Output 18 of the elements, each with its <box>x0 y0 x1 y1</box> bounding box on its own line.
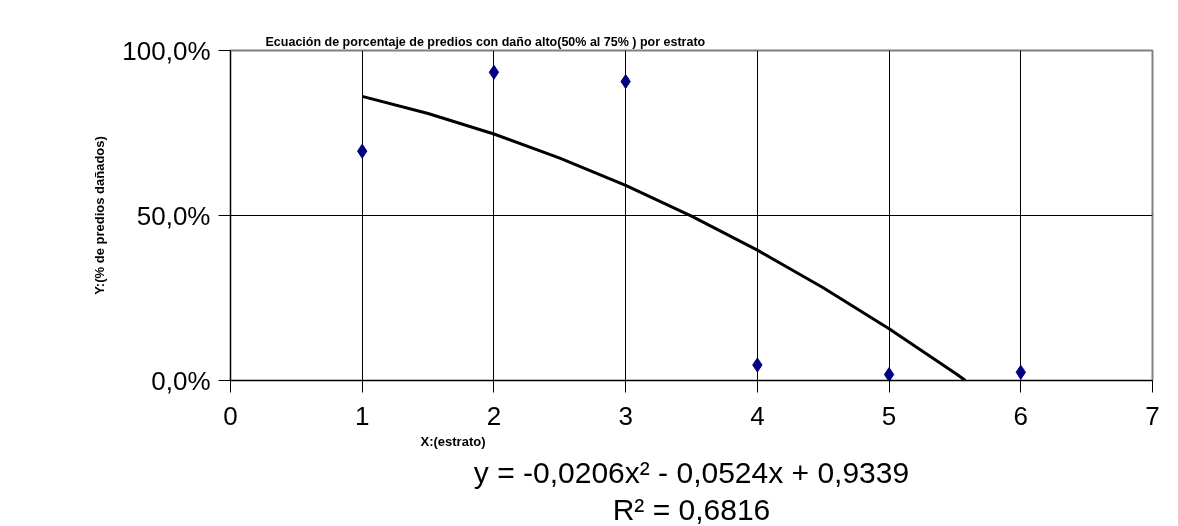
x-tick-label: 2 <box>486 400 502 431</box>
y-axis-title: Y:(% de predios dañados) <box>92 136 108 295</box>
x-tick-label: 1 <box>354 400 370 431</box>
x-tick-label: 5 <box>881 400 897 431</box>
x-tick-label: 7 <box>1145 400 1160 431</box>
point <box>883 367 895 381</box>
y-tick-label: 0,0% <box>151 365 211 396</box>
x-tick-label: 4 <box>750 400 765 431</box>
x-axis-title: X:(estrato) <box>420 433 486 449</box>
y-tick-label: 100,0% <box>122 35 211 66</box>
text: R² = 0,6816 <box>612 492 771 526</box>
point <box>488 64 500 80</box>
y-tick-label: 50,0% <box>136 200 211 231</box>
text: y = -0,0206x² - 0,0524x + 0,9339 <box>473 455 910 489</box>
x-tick-label: 0 <box>223 400 238 431</box>
x-tick-label: 3 <box>618 400 633 431</box>
chart-title: Ecuación de porcentaje de predios con daño alto(50% al 75% ) por estrato <box>265 34 706 49</box>
x-tick-label: 6 <box>1013 400 1029 431</box>
